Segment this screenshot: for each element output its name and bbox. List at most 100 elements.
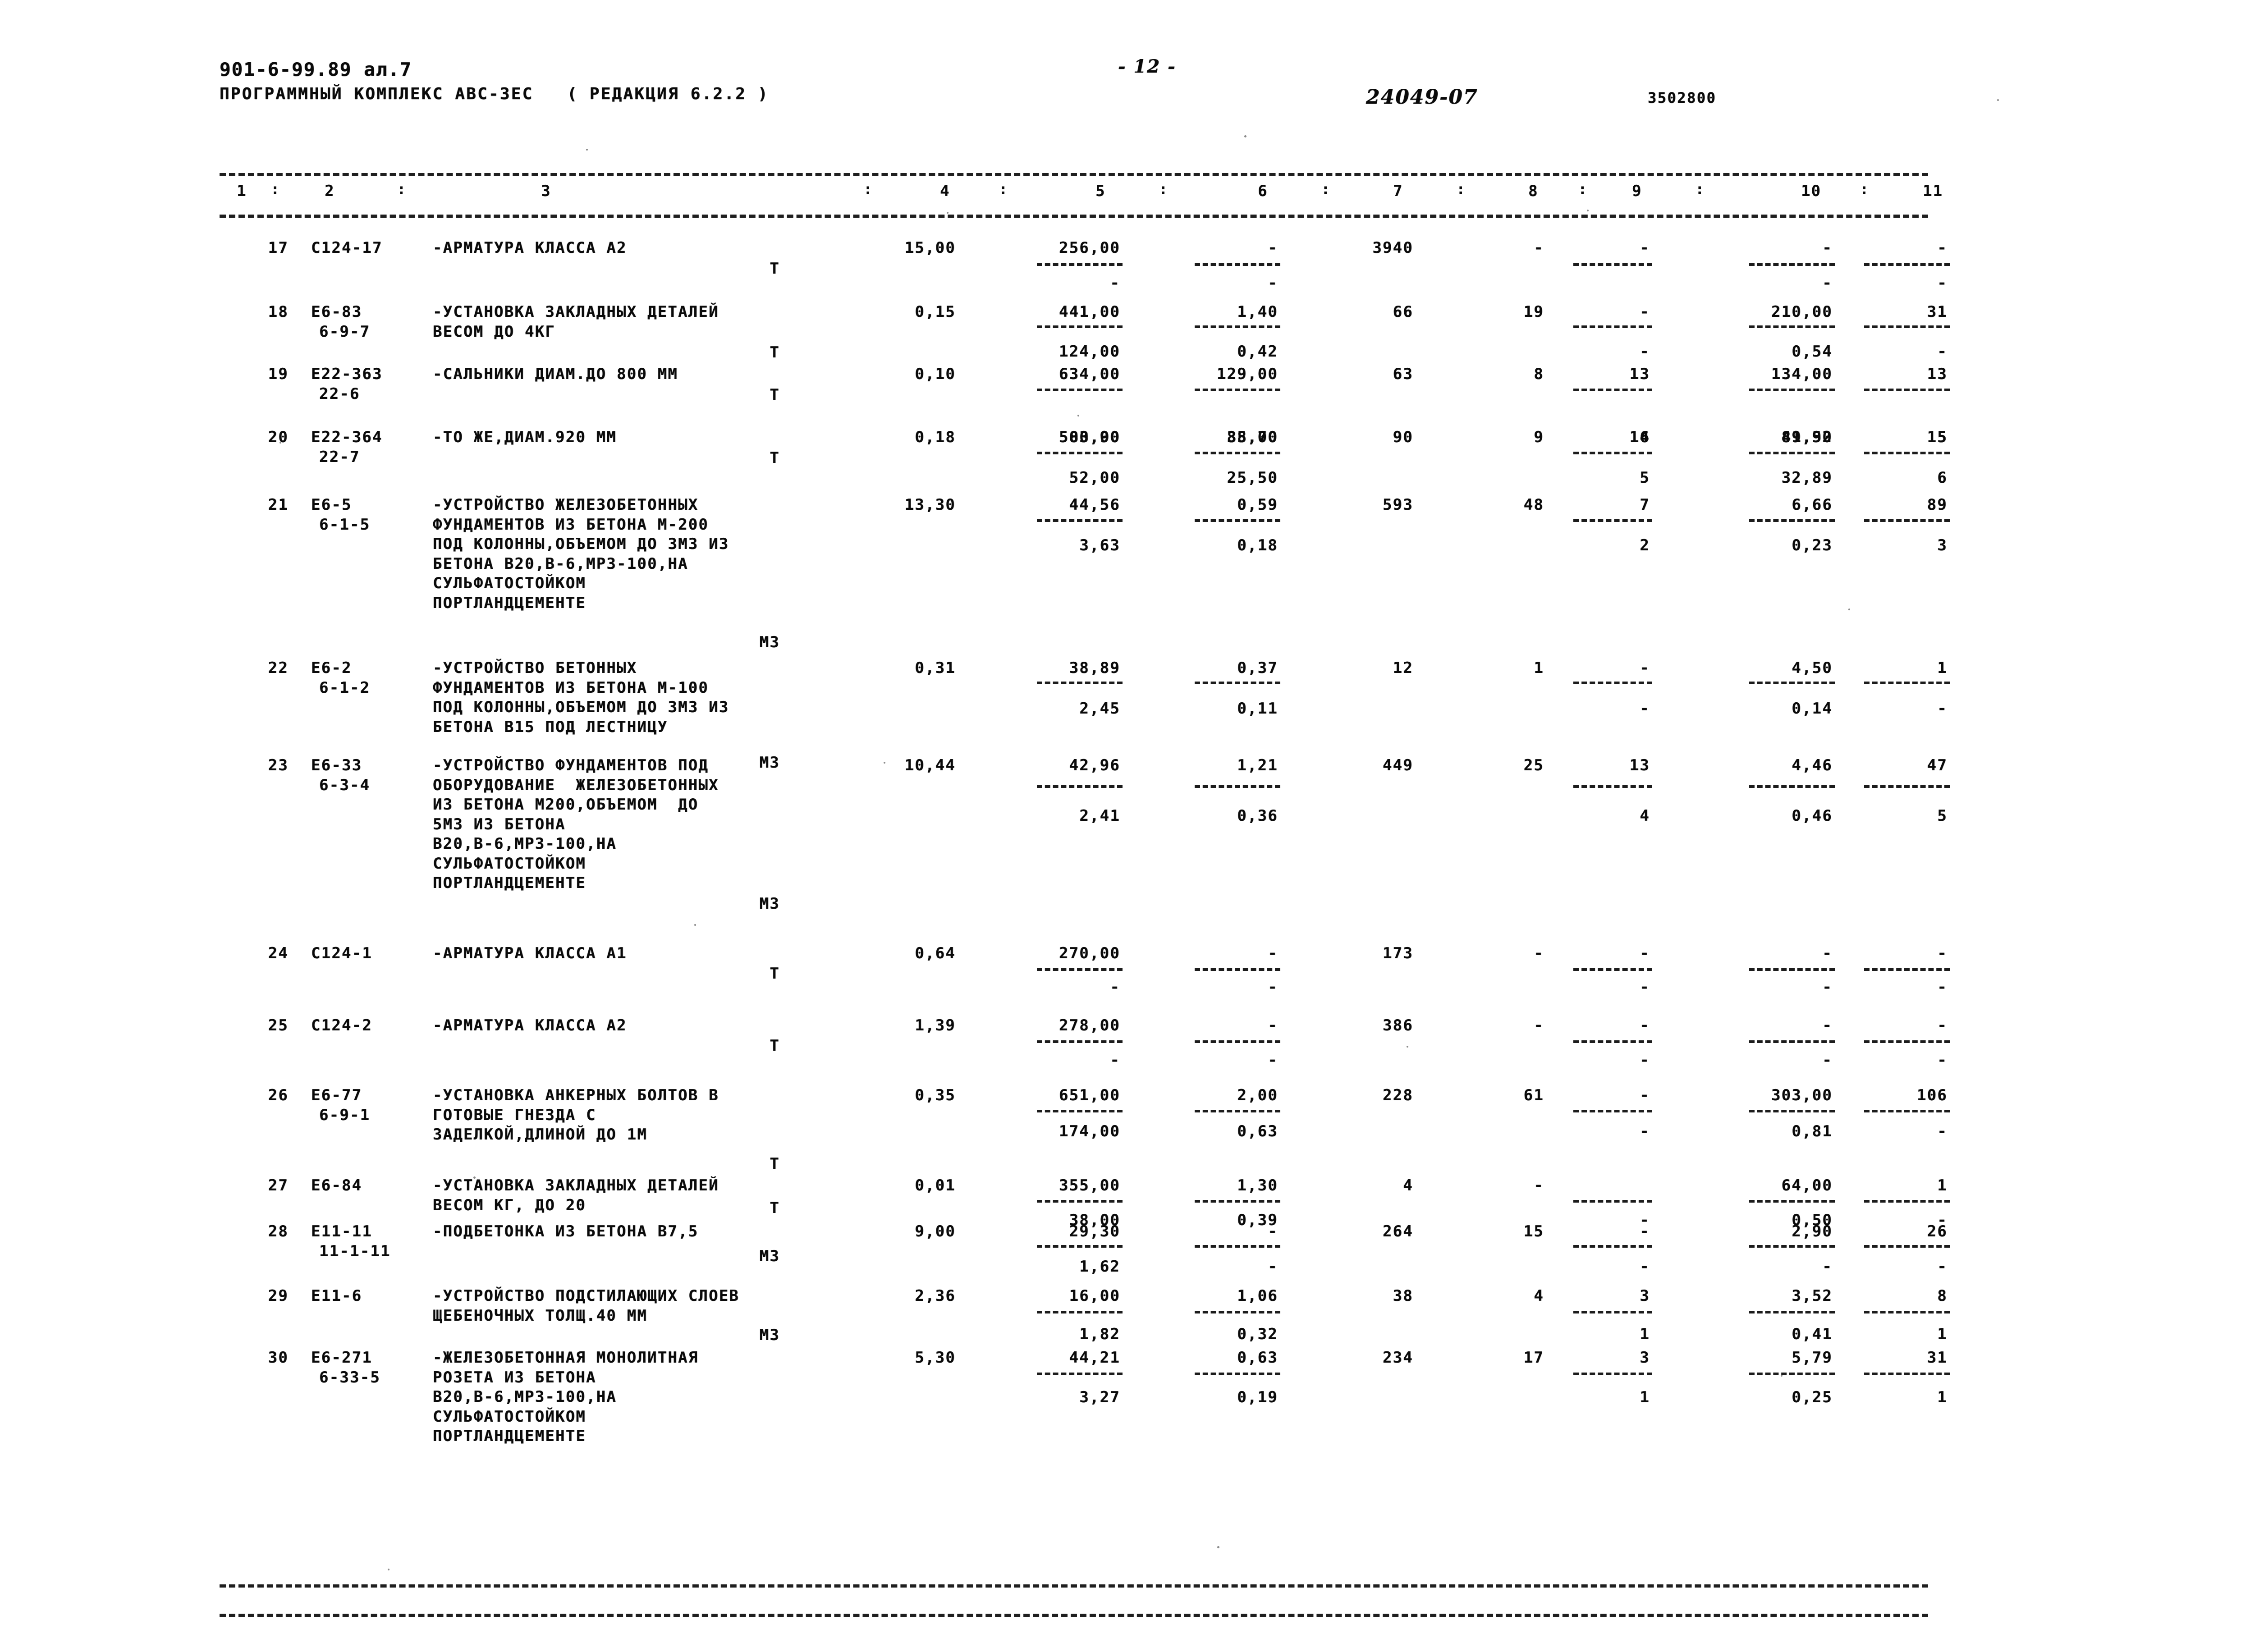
column-header-9: 9 — [1632, 182, 1642, 200]
subcell-c6: 0,36 — [1237, 807, 1278, 825]
resource-code-secondary: 6-1-5 — [319, 515, 371, 534]
resource-code: Е11-6 — [311, 1287, 362, 1305]
cell-c9: 3 — [1640, 1287, 1650, 1305]
cell-c8: - — [1534, 1176, 1544, 1194]
cell-separator-rule — [1864, 519, 1950, 522]
row-description: СУЛЬФАТОСТОЙКОМ — [433, 574, 587, 592]
cell-separator-rule — [1864, 682, 1950, 684]
subcell-c10: - — [1822, 1258, 1833, 1276]
cell-c8: 19 — [1523, 303, 1544, 321]
cell-separator-rule — [1749, 263, 1835, 266]
row-unit: Т — [770, 449, 780, 467]
cell-c7: 38 — [1393, 1287, 1413, 1305]
cell-c7: 173 — [1382, 944, 1413, 962]
resource-code-secondary: 6-3-4 — [319, 776, 371, 794]
subcell-c5: 2,45 — [1079, 700, 1120, 718]
cell-separator-rule — [1749, 682, 1835, 684]
cell-c7: 449 — [1382, 756, 1413, 774]
scan-speck — [884, 762, 885, 764]
cell-c8: 61 — [1523, 1086, 1544, 1104]
row-description: ГОТОВЫЕ ГНЕЗДА С — [433, 1106, 596, 1124]
row-description: -УСТРОЙСТВО ФУНДАМЕНТОВ ПОД — [433, 756, 709, 774]
cell-c10: 4,50 — [1792, 659, 1833, 677]
cell-separator-rule — [1749, 1200, 1835, 1203]
resource-code-secondary: 6-33-5 — [319, 1368, 381, 1387]
cell-c11: - — [1937, 944, 1948, 962]
cell-c9: 7 — [1640, 496, 1650, 514]
cell-c9: - — [1640, 303, 1650, 321]
cell-c10: 2,90 — [1792, 1222, 1833, 1240]
subcell-c5: 3,63 — [1079, 536, 1120, 554]
subcell-c10: 0,81 — [1792, 1122, 1833, 1140]
cell-separator-rule — [1864, 263, 1950, 266]
subcell-c6: 25,50 — [1227, 469, 1278, 487]
row-description: БЕТОНА В15 ПОД ЛЕСТНИЦУ — [433, 718, 668, 736]
cell-separator-rule — [1195, 1373, 1280, 1375]
cell-c6: 1,30 — [1237, 1176, 1278, 1194]
resource-code: Е6-84 — [311, 1176, 362, 1194]
program-complex-line: ПРОГРАММНЫЙ КОМПЛЕКС АВС-3ЕС ( РЕДАКЦИЯ … — [220, 85, 769, 103]
row-description: ПОД КОЛОННЫ,ОБЪЕМОМ ДО 3М3 ИЗ — [433, 535, 729, 553]
cell-c6: 0,59 — [1237, 496, 1278, 514]
subcell-c5: 124,00 — [1059, 343, 1120, 361]
subcell-c10: 0,25 — [1792, 1388, 1833, 1406]
row-unit: Т — [770, 1155, 780, 1173]
subcell-c6: - — [1268, 978, 1278, 996]
row-description: ПОРТЛАНДЦЕМЕНТЕ — [433, 594, 587, 612]
cell-c4: 9,00 — [915, 1222, 956, 1240]
cell-separator-rule — [1864, 968, 1950, 971]
subcell-c9: - — [1640, 1122, 1650, 1140]
row-description: -УСТАНОВКА ЗАКЛАДНЫХ ДЕТАЛЕЙ — [433, 303, 719, 321]
row-description: ПОРТЛАНДЦЕМЕНТЕ — [433, 874, 587, 892]
cell-c8: 15 — [1523, 1222, 1544, 1240]
cell-c9: 16 — [1629, 428, 1650, 446]
cell-separator-rule — [1195, 682, 1280, 684]
cell-c8: - — [1534, 1016, 1544, 1034]
cell-c10: - — [1822, 239, 1833, 257]
cell-c4: 0,31 — [915, 659, 956, 677]
cell-c4: 0,64 — [915, 944, 956, 962]
row-description: -УСТРОЙСТВО ПОДСТИЛАЮЩИХ СЛОЕВ — [433, 1287, 740, 1305]
cell-c4: 13,30 — [904, 496, 956, 514]
cell-c7: 3940 — [1372, 239, 1413, 257]
cell-separator-rule — [1037, 1040, 1123, 1043]
subcell-c9: - — [1640, 700, 1650, 718]
subcell-c11: 1 — [1937, 1325, 1948, 1343]
cell-separator-rule — [1195, 785, 1280, 788]
row-description: -ПОДБЕТОНКА ИЗ БЕТОНА В7,5 — [433, 1222, 699, 1240]
subcell-c11: - — [1937, 1122, 1948, 1140]
cell-separator-rule — [1573, 968, 1652, 971]
row-number: 22 — [268, 659, 289, 677]
row-unit: Т — [770, 343, 780, 362]
row-description: ЩЕБЕНОЧНЫХ ТОЛЩ.40 ММ — [433, 1306, 648, 1325]
scan-speck — [694, 924, 696, 926]
scan-speck — [1407, 1046, 1408, 1048]
subcell-c9: - — [1640, 1258, 1650, 1276]
subcell-c5: 3,27 — [1079, 1388, 1120, 1406]
cell-separator-rule — [1037, 1245, 1123, 1248]
cell-separator-rule — [1749, 1311, 1835, 1313]
subcell-c11: - — [1937, 1211, 1948, 1229]
cell-separator-rule — [1573, 519, 1652, 522]
cell-separator-rule — [1195, 1311, 1280, 1313]
cell-c7: 234 — [1382, 1349, 1413, 1367]
cell-c4: 0,15 — [915, 303, 956, 321]
cell-separator-rule — [1573, 1110, 1652, 1112]
row-description: ФУНДАМЕНТОВ ИЗ БЕТОНА М-200 — [433, 515, 709, 534]
resource-code-secondary: 6-9-7 — [319, 322, 371, 341]
subcell-c9: - — [1640, 1211, 1650, 1229]
cell-c9: - — [1640, 1086, 1650, 1104]
table-bottom-rule — [220, 1584, 1928, 1588]
subcell-c6: 0,18 — [1237, 536, 1278, 554]
cell-c6: - — [1268, 1222, 1278, 1240]
cell-c11: 89 — [1927, 496, 1948, 514]
row-description: -ЖЕЛЕЗОБЕТОННАЯ МОНОЛИТНАЯ — [433, 1349, 699, 1367]
cell-c10: 303,00 — [1771, 1086, 1833, 1104]
subcell-c10: - — [1822, 274, 1833, 292]
cell-c4: 0,35 — [915, 1086, 956, 1104]
cell-c9: - — [1640, 659, 1650, 677]
cell-c8: 25 — [1523, 756, 1544, 774]
subcell-c10: 0,50 — [1792, 1211, 1833, 1229]
cell-c11: - — [1937, 1016, 1948, 1034]
cell-c10: 6,66 — [1792, 496, 1833, 514]
